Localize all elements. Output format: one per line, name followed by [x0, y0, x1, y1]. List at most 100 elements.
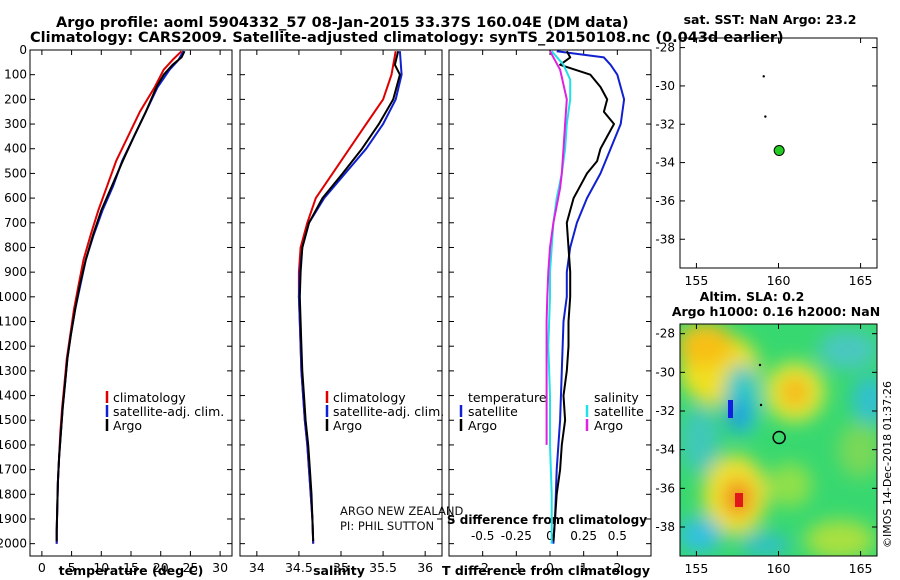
- map-y-tick-label: -28: [655, 327, 675, 341]
- x-tick-label: 35: [333, 560, 349, 575]
- x-tick-label: 35.5: [369, 560, 397, 575]
- top-tick-label: -0.5: [471, 529, 494, 543]
- map-x-tick-label: 160: [767, 273, 791, 288]
- depth-tick-label: 100: [4, 68, 27, 82]
- depth-tick-label: 900: [4, 265, 27, 279]
- legend-label-s-argo: Argo: [594, 418, 623, 433]
- legend-label-argo: Argo: [113, 418, 142, 433]
- x-tick-label: 0: [546, 560, 554, 575]
- depth-tick-label: 400: [4, 142, 27, 156]
- map-x-tick-label: 155: [684, 273, 708, 288]
- map-dot: [764, 115, 767, 118]
- map-x-tick-label: 160: [767, 561, 791, 576]
- depth-tick-label: 1800: [0, 487, 27, 501]
- temperature-panel: [29, 49, 233, 557]
- x-tick-label: 30: [212, 560, 228, 575]
- figure-title-line2: Climatology: CARS2009. Satellite-adjuste…: [30, 30, 784, 46]
- top-tick-label: 0.25: [570, 529, 597, 543]
- sla-map-subtitle: Argo h1000: 0.16 h2000: NaN: [672, 304, 880, 319]
- legend-label-sat: satellite-adj. clim.: [333, 404, 444, 419]
- chart-marks: 0 5 10 15 20 25 300100200300400500600700800900…: [0, 38, 877, 576]
- x-tick-label: -2: [476, 560, 488, 575]
- series-line-argo: [298, 50, 401, 542]
- legend-label-clim: climatology: [333, 390, 406, 405]
- x-tick-label: -1: [510, 560, 522, 575]
- x-tick-label: 10: [93, 560, 109, 575]
- x-tick-label: 20: [153, 560, 169, 575]
- map-x-tick-label: 165: [849, 273, 873, 288]
- annotation-line1: ARGO NEW ZEALAND: [340, 504, 464, 518]
- x-tick-label: 34: [249, 560, 265, 575]
- series-line-s-argo: [545, 50, 568, 445]
- legend-label-sat: satellite-adj. clim.: [113, 404, 224, 419]
- map-x-tick-label: 155: [684, 561, 708, 576]
- argo-position-marker: [772, 430, 786, 445]
- map-y-tick-label: -36: [655, 194, 675, 208]
- top-tick-label: -0.25: [501, 529, 532, 543]
- legend-s-heading: salinity: [594, 390, 639, 405]
- depth-tick-label: 1000: [0, 290, 27, 304]
- difference-toplabel: S difference from climatology: [447, 513, 647, 527]
- series-line-satellite-adj-clim-: [297, 51, 403, 544]
- map-y-tick-label: -28: [655, 41, 675, 55]
- depth-tick-label: 800: [4, 240, 27, 254]
- difference-xlabel: T difference from climatology: [442, 563, 650, 578]
- argo-position-marker: [773, 145, 785, 157]
- top-tick-label: 0: [546, 529, 554, 543]
- imos-timestamp: ©IMOS 14-Dec-2018 01:37:26: [881, 381, 894, 548]
- map-y-tick-label: -32: [655, 117, 675, 131]
- legend-label-t-sat: satellite: [468, 404, 518, 419]
- depth-tick-label: 2000: [0, 537, 27, 551]
- legend-label-s-sat: satellite: [594, 404, 644, 419]
- sla-map-title: Altim. SLA: 0.2: [700, 289, 805, 304]
- map-y-tick-label: -38: [655, 520, 675, 534]
- x-tick-label: 25: [182, 560, 198, 575]
- legend-label-clim: climatology: [113, 390, 186, 405]
- depth-tick-label: 200: [4, 92, 27, 106]
- map-y-tick-label: -34: [655, 156, 675, 170]
- x-tick-label: 5: [68, 560, 76, 575]
- x-tick-label: 15: [123, 560, 139, 575]
- x-tick-label: 1: [580, 560, 588, 575]
- legend-label-t-argo: Argo: [468, 418, 497, 433]
- x-tick-label: 2: [613, 560, 621, 575]
- map-dot: [762, 75, 765, 78]
- salinity-xlabel: salinity: [313, 563, 365, 578]
- temperature-xlabel: temperature (deg C): [59, 563, 204, 578]
- depth-tick-label: 1100: [0, 315, 27, 329]
- x-tick-label: 34.5: [285, 560, 313, 575]
- top-tick-label: 0.5: [608, 529, 627, 543]
- legend-label-argo: Argo: [333, 418, 362, 433]
- temperature-legend: climatology satellite-adj. clim. Argo: [105, 390, 224, 433]
- salinity-panel: [239, 49, 443, 557]
- map-y-tick-label: -34: [655, 443, 675, 457]
- depth-tick-label: 500: [4, 166, 27, 180]
- difference-legend: temperature satellite Argo salinity sate…: [459, 390, 644, 433]
- series-line-argo: [55, 50, 186, 542]
- map-x-tick-label: 165: [849, 561, 873, 576]
- sla-heatmap: [680, 324, 877, 556]
- depth-tick-label: 300: [4, 117, 27, 131]
- annotation-line2: PI: PHIL SUTTON: [340, 519, 434, 533]
- depth-tick-label: 700: [4, 216, 27, 230]
- series-line-climatology: [55, 50, 183, 544]
- depth-tick-label: 1600: [0, 438, 27, 452]
- series-line-t-argo: [552, 50, 615, 542]
- x-tick-label: 36: [417, 560, 433, 575]
- map-y-tick-label: -36: [655, 481, 675, 495]
- map-y-tick-label: -38: [655, 232, 675, 246]
- depth-tick-label: 1400: [0, 389, 27, 403]
- map-y-tick-label: -30: [655, 79, 675, 93]
- sst-map-title: sat. SST: NaN Argo: 23.2: [684, 12, 857, 27]
- depth-tick-label: 1700: [0, 463, 27, 477]
- depth-tick-label: 1900: [0, 512, 27, 526]
- x-tick-label: 0: [38, 560, 46, 575]
- legend-t-heading: temperature: [468, 390, 547, 405]
- figure-title-line1: Argo profile: aoml 5904332_57 08-Jan-201…: [56, 15, 629, 31]
- depth-tick-label: 1500: [0, 413, 27, 427]
- depth-tick-label: 0: [19, 43, 27, 57]
- series-line-t-satellite: [552, 50, 626, 544]
- map-y-tick-label: -32: [655, 404, 675, 418]
- salinity-legend: climatology satellite-adj. clim. Argo: [325, 390, 444, 433]
